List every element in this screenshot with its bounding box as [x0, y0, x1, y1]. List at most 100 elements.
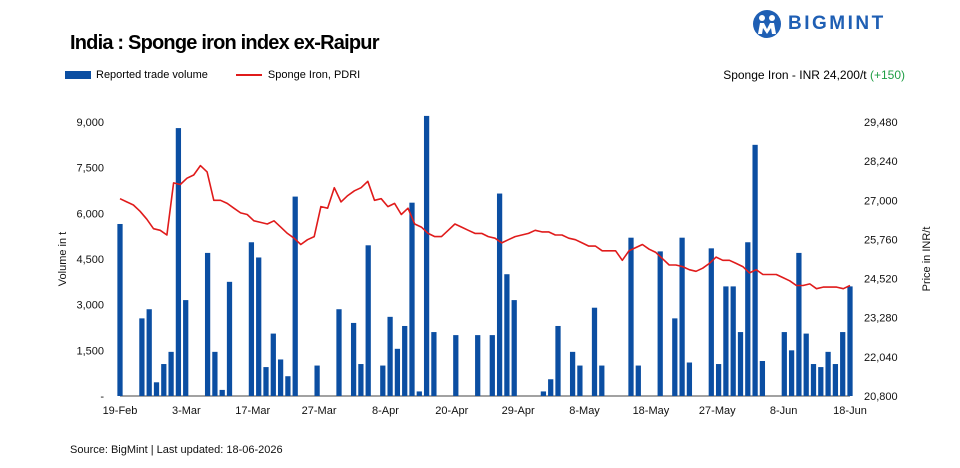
volume-bar: [314, 365, 320, 396]
volume-bar: [577, 365, 583, 396]
legend-swatch-line: [235, 74, 262, 76]
y-tick-label: 4,500: [76, 254, 104, 266]
x-tick-label: 8-Jun: [770, 405, 798, 417]
x-tick-label: 27-Mar: [302, 405, 337, 417]
volume-bar: [628, 237, 634, 396]
volume-bar: [730, 286, 736, 396]
brand-logo: BIGMINT: [752, 6, 886, 42]
volume-bar: [825, 351, 831, 396]
volume-bar: [708, 248, 714, 396]
volume-bar: [781, 332, 787, 396]
volume-bar: [139, 318, 145, 396]
x-tick-label: 17-Mar: [235, 405, 270, 417]
volume-bar: [818, 367, 824, 396]
volume-bar: [204, 252, 211, 396]
volume-bar: [292, 196, 298, 396]
brand-name: BIGMINT: [788, 13, 886, 34]
volume-bar: [168, 351, 174, 396]
volume-bar: [423, 115, 430, 397]
price-change: (+150): [869, 68, 905, 82]
legend-label-price: Sponge Iron, PDRI: [267, 69, 361, 81]
volume-bar: [153, 382, 160, 396]
volume-bar: [336, 309, 342, 396]
legend-label-volume: Reported trade volume: [96, 69, 208, 81]
volume-bar: [847, 286, 853, 396]
volume-bar: [453, 335, 459, 396]
volume-bar: [723, 286, 729, 396]
y2-tick-label: 20,800: [864, 391, 898, 403]
y2-tick-label: 22,040: [864, 352, 898, 364]
x-tick-label: 19-Feb: [103, 405, 138, 417]
y-axis-title: Volume in t: [57, 232, 69, 286]
y2-tick-label: 28,240: [864, 156, 898, 168]
volume-bar: [394, 348, 401, 396]
y2-axis-title: Price in INR/t: [921, 227, 933, 292]
price-line: [119, 164, 851, 290]
legend-item-price: Sponge Iron, PDRI: [235, 69, 361, 81]
y-tick-label: 7,500: [76, 163, 104, 175]
legend-item-volume: Reported trade volume: [65, 69, 208, 81]
volume-bar: [715, 364, 722, 396]
x-tick-label: 8-May: [569, 405, 600, 417]
volume-bar: [810, 364, 817, 396]
x-tick-label: 8-Apr: [372, 405, 399, 417]
volume-bar: [387, 316, 393, 396]
legend-swatch-bar: [65, 71, 91, 79]
volume-bar: [402, 325, 408, 396]
volume-bar: [489, 335, 495, 396]
x-tick-label: 27-May: [699, 405, 736, 417]
volume-bar: [380, 365, 386, 396]
volume-bar: [117, 223, 123, 396]
volume-bar: [555, 325, 561, 396]
y-tick-label: 9,000: [76, 117, 104, 129]
volume-bar: [591, 307, 598, 396]
y-tick-label: 6,000: [76, 208, 104, 220]
volume-bar: [737, 332, 744, 396]
y2-tick-label: 27,000: [864, 195, 898, 207]
y2-tick-label: 29,480: [864, 117, 898, 129]
volume-bar: [212, 351, 218, 396]
volume-bar: [475, 335, 481, 396]
volume-bar: [285, 376, 291, 396]
source-note: Source: BigMint | Last updated: 18-06-20…: [70, 444, 283, 456]
volume-bar: [679, 237, 685, 396]
volume-bar: [146, 309, 152, 396]
volume-bar: [657, 251, 663, 396]
chart-title: India : Sponge iron index ex-Raipur: [70, 32, 380, 54]
volume-bar: [219, 389, 225, 396]
volume-bar: [409, 202, 415, 396]
volume-bar: [256, 257, 262, 396]
volume-bar: [686, 362, 693, 396]
volume-bar: [672, 318, 678, 396]
x-tick-label: 20-Apr: [435, 405, 468, 417]
volume-bar: [540, 391, 547, 396]
bigmint-logo-icon: [753, 10, 781, 38]
volume-bar: [248, 242, 255, 396]
volume-bar: [431, 332, 437, 396]
y-tick-label: -: [100, 391, 104, 403]
volume-bar: [635, 365, 641, 396]
volume-bar: [226, 281, 233, 396]
volume-bar: [511, 300, 517, 396]
y2-tick-label: 23,280: [864, 313, 898, 325]
volume-bar: [350, 322, 357, 396]
volume-bar: [183, 300, 189, 396]
volume-bar: [840, 332, 846, 396]
x-tick-label: 29-Apr: [502, 405, 535, 417]
current-price-label: Sponge Iron - INR 24,200/t: [723, 68, 867, 82]
volume-bar: [788, 350, 795, 396]
x-tick-label: 18-Jun: [833, 405, 867, 417]
volume-bar: [832, 364, 839, 396]
volume-bar: [277, 359, 284, 396]
volume-bar: [803, 333, 809, 396]
volume-bar: [365, 245, 371, 396]
volume-bar: [270, 333, 276, 396]
x-tick-label: 18-May: [633, 405, 670, 417]
volume-bar: [161, 364, 167, 396]
volume-bar: [745, 242, 751, 396]
volume-bar: [263, 367, 269, 396]
chart-legend: Reported trade volume Sponge Iron, PDRI: [65, 69, 388, 81]
volume-bar: [548, 379, 554, 396]
volume-bar: [496, 193, 503, 396]
current-price: Sponge Iron - INR 24,200/t (+150): [723, 68, 905, 82]
